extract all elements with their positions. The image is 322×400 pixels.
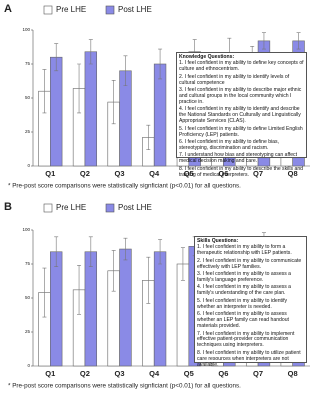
- x-tick-label: Q5: [184, 369, 194, 378]
- legend-label: Pre LHE: [56, 203, 86, 212]
- box-item: 2. I feel confident in my ability to com…: [197, 257, 302, 270]
- x-tick-label: Q3: [115, 369, 125, 378]
- y-tick-label: 25: [25, 329, 31, 334]
- legend-swatch: [105, 203, 115, 213]
- y-tick-label: 0: [27, 363, 30, 368]
- error-bar: [54, 43, 59, 72]
- y-tick-label: 100: [22, 27, 30, 32]
- x-tick-label: Q7: [253, 169, 263, 178]
- legend-swatch: [43, 203, 53, 213]
- error-bar: [123, 237, 128, 261]
- footnote: * Pre-post score comparisons were statis…: [8, 383, 241, 390]
- box-item: 7. I understand how bias and stereotypin…: [179, 152, 297, 165]
- error-bar: [111, 80, 116, 125]
- y-tick-label: 100: [22, 227, 30, 232]
- question-box: Knowledge Questions: 1. I feel confident …: [176, 52, 307, 178]
- box-title: Knowledge Questions:: [179, 53, 235, 60]
- bar: [84, 251, 98, 367]
- x-tick-label: Q8: [288, 369, 298, 378]
- error-bar: [261, 32, 266, 50]
- box-item: 3. I feel confident in my ability to des…: [179, 87, 302, 105]
- box-item: 4. I feel confident in my ability to ide…: [179, 106, 301, 125]
- bar: [153, 251, 167, 367]
- x-tick-label: Q6: [218, 369, 228, 378]
- bar: [50, 251, 63, 367]
- error-bar: [54, 236, 59, 268]
- box-item: 5. I feel confident in my ability to def…: [179, 125, 303, 138]
- error-bar: [42, 69, 47, 114]
- box-item: 1. I feel confident in my ability to for…: [197, 244, 292, 257]
- x-tick-label: Q7: [253, 369, 263, 378]
- legend-swatch: [43, 5, 53, 15]
- bar: [84, 51, 98, 167]
- error-bar: [180, 247, 185, 281]
- x-tick-label: Q1: [45, 369, 55, 378]
- error-bar: [42, 267, 47, 318]
- bar: [153, 63, 167, 167]
- box-item: 6. I feel confident in my ability to ass…: [197, 311, 289, 330]
- box-title: Skills Questions:: [197, 237, 239, 244]
- error-bar: [88, 39, 93, 65]
- bar: [119, 248, 132, 367]
- y-tick-label: 50: [25, 295, 31, 300]
- panel-label: A: [4, 3, 12, 15]
- legend-label: Post LHE: [118, 203, 152, 212]
- legend-label: Post LHE: [118, 5, 152, 14]
- box-item: 3. I feel confident in my ability to ass…: [197, 271, 291, 283]
- panel-label: B: [4, 201, 12, 213]
- box-item: 5. I feel confident in my ability to ide…: [197, 297, 288, 310]
- y-tick-label: 75: [25, 61, 31, 66]
- x-tick-label: Q2: [80, 369, 90, 378]
- error-bar: [296, 32, 301, 50]
- y-tick-label: 75: [25, 261, 31, 266]
- box-item: 6. I feel confident in my ability to def…: [179, 139, 279, 151]
- error-bar: [123, 55, 128, 87]
- x-tick-label: Q4: [149, 369, 160, 378]
- box-item: 8. I feel confident in my ability to des…: [179, 165, 304, 178]
- legend-swatch: [105, 5, 115, 15]
- footnote: * Pre-post score comparisons were statis…: [8, 183, 241, 190]
- error-bar: [88, 236, 93, 268]
- error-bar: [77, 63, 82, 114]
- x-tick-label: Q6: [218, 169, 228, 178]
- legend-label: Pre LHE: [56, 5, 86, 14]
- error-bar: [158, 48, 163, 80]
- box-item: 4. I feel confident in my ability to ass…: [197, 284, 291, 297]
- x-tick-label: Q5: [184, 169, 194, 178]
- y-tick-label: 25: [25, 129, 31, 134]
- box-item: 1. I feel confident in my ability to def…: [179, 60, 304, 73]
- box-item: 8. I feel confident in my ability to uti…: [197, 349, 301, 368]
- bar: [50, 56, 63, 167]
- box-item: 7. I feel confident in my ability to imp…: [197, 330, 295, 349]
- error-bar: [146, 256, 151, 304]
- error-bar: [146, 124, 151, 150]
- error-bar: [77, 265, 82, 315]
- question-box: Skills Questions: 1. I feel confident in …: [194, 236, 307, 368]
- x-tick-label: Q1: [45, 169, 55, 178]
- x-tick-label: Q2: [80, 169, 90, 178]
- error-bar: [111, 250, 116, 292]
- y-tick-label: 0: [27, 163, 30, 168]
- error-bar: [158, 239, 163, 265]
- y-tick-label: 50: [25, 95, 31, 100]
- x-tick-label: Q8: [288, 169, 298, 178]
- x-tick-label: Q3: [115, 169, 125, 178]
- x-tick-label: Q4: [149, 169, 160, 178]
- box-item: 2. I feel confident in my ability to ide…: [179, 73, 290, 86]
